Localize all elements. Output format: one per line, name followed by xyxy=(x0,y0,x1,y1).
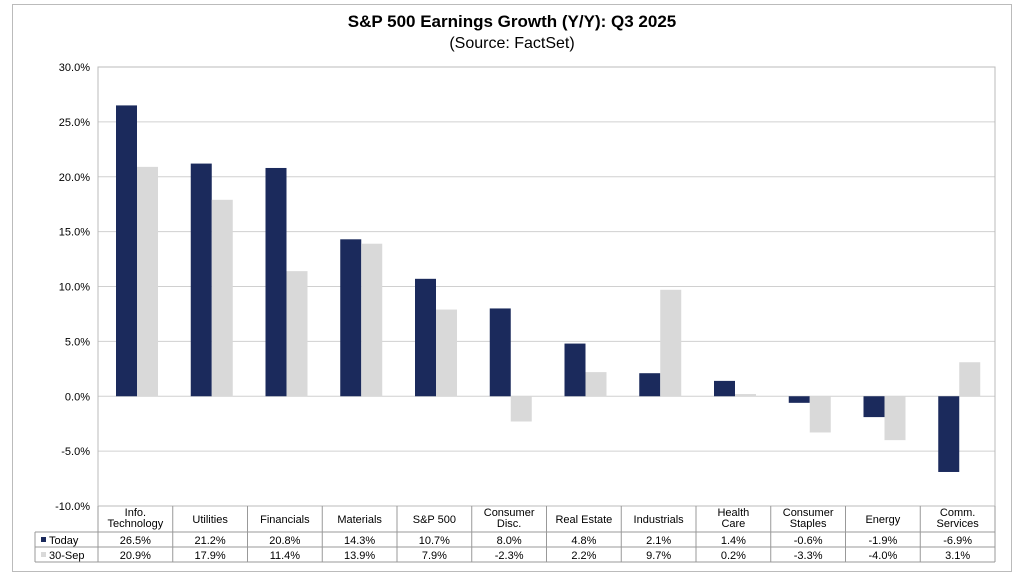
category-label: Financials xyxy=(260,514,310,526)
legend-swatch-today xyxy=(41,537,46,542)
category-label: Energy xyxy=(865,514,900,526)
y-tick-label: -5.0% xyxy=(61,446,90,458)
data-label: 20.8% xyxy=(269,535,300,547)
bar-30-sep xyxy=(510,396,532,422)
data-label: 3.1% xyxy=(945,550,970,562)
category-label: Real Estate xyxy=(555,514,612,526)
y-tick-label: 20.0% xyxy=(59,172,90,184)
data-label: -1.9% xyxy=(869,535,898,547)
bar-today xyxy=(116,105,137,397)
category-label: Consumer xyxy=(484,507,535,519)
bar-30-sep xyxy=(286,271,308,397)
data-label: -4.0% xyxy=(869,550,898,562)
data-label: 4.8% xyxy=(571,535,596,547)
data-label: 17.9% xyxy=(195,550,226,562)
bar-30-sep xyxy=(959,362,981,397)
category-label: Services xyxy=(937,518,980,530)
data-label: 7.9% xyxy=(422,550,447,562)
category-label: Comm. xyxy=(940,507,975,519)
y-tick-label: 5.0% xyxy=(65,336,90,348)
bar-30-sep xyxy=(137,166,158,397)
data-label: 10.7% xyxy=(419,535,450,547)
chart-frame xyxy=(12,4,1012,572)
category-label: Health xyxy=(717,507,749,519)
bar-today xyxy=(415,278,436,397)
legend-swatch-30-sep xyxy=(41,552,46,557)
data-label: 0.2% xyxy=(721,550,746,562)
data-label: 20.9% xyxy=(120,550,151,562)
chart-subtitle: (Source: FactSet) xyxy=(449,35,574,52)
data-label: 21.2% xyxy=(195,535,226,547)
data-label: 2.2% xyxy=(571,550,596,562)
y-tick-label: 30.0% xyxy=(59,62,90,74)
data-label: 14.3% xyxy=(344,535,375,547)
category-label: Disc. xyxy=(497,518,521,530)
bar-30-sep xyxy=(585,372,607,397)
category-label: Info. xyxy=(125,507,146,519)
bar-30-sep xyxy=(735,394,756,397)
category-label: Industrials xyxy=(634,514,685,526)
bar-today xyxy=(639,373,661,397)
category-label: Care xyxy=(721,518,745,530)
bar-today xyxy=(714,380,735,397)
category-label: S&P 500 xyxy=(413,514,456,526)
bar-30-sep xyxy=(660,289,682,397)
bar-today xyxy=(564,343,586,397)
legend-label: Today xyxy=(49,535,79,547)
data-label: 26.5% xyxy=(120,535,151,547)
y-tick-label: 0.0% xyxy=(65,391,90,403)
bar-30-sep xyxy=(436,309,457,397)
bar-30-sep xyxy=(884,396,906,441)
bar-30-sep xyxy=(361,243,383,397)
bar-today xyxy=(340,239,362,397)
bar-30-sep xyxy=(809,396,831,433)
data-label: -0.6% xyxy=(794,535,823,547)
category-label: Staples xyxy=(790,518,827,530)
bar-today xyxy=(938,396,960,472)
category-label: Utilities xyxy=(192,514,228,526)
bar-30-sep xyxy=(211,199,233,397)
legend-label: 30-Sep xyxy=(49,550,84,562)
data-label: -2.3% xyxy=(495,550,524,562)
bar-today xyxy=(863,396,885,418)
data-label: 8.0% xyxy=(497,535,522,547)
data-label: 13.9% xyxy=(344,550,375,562)
data-label: 2.1% xyxy=(646,535,671,547)
data-label: -6.9% xyxy=(943,535,972,547)
bar-today xyxy=(265,167,287,397)
category-label: Materials xyxy=(337,514,382,526)
bar-today xyxy=(190,163,212,397)
data-label: 9.7% xyxy=(646,550,671,562)
bar-today xyxy=(788,396,810,403)
category-label: Consumer xyxy=(783,507,834,519)
y-tick-label: -10.0% xyxy=(55,501,90,513)
chart-title: S&P 500 Earnings Growth (Y/Y): Q3 2025 xyxy=(348,12,676,31)
data-label: 1.4% xyxy=(721,535,746,547)
y-tick-label: 10.0% xyxy=(59,282,90,294)
bar-today xyxy=(489,308,511,397)
y-tick-label: 25.0% xyxy=(59,117,90,129)
data-label: 11.4% xyxy=(270,550,301,562)
data-label: -3.3% xyxy=(794,550,823,562)
y-tick-label: 15.0% xyxy=(59,227,90,239)
category-label: Technology xyxy=(108,518,164,530)
